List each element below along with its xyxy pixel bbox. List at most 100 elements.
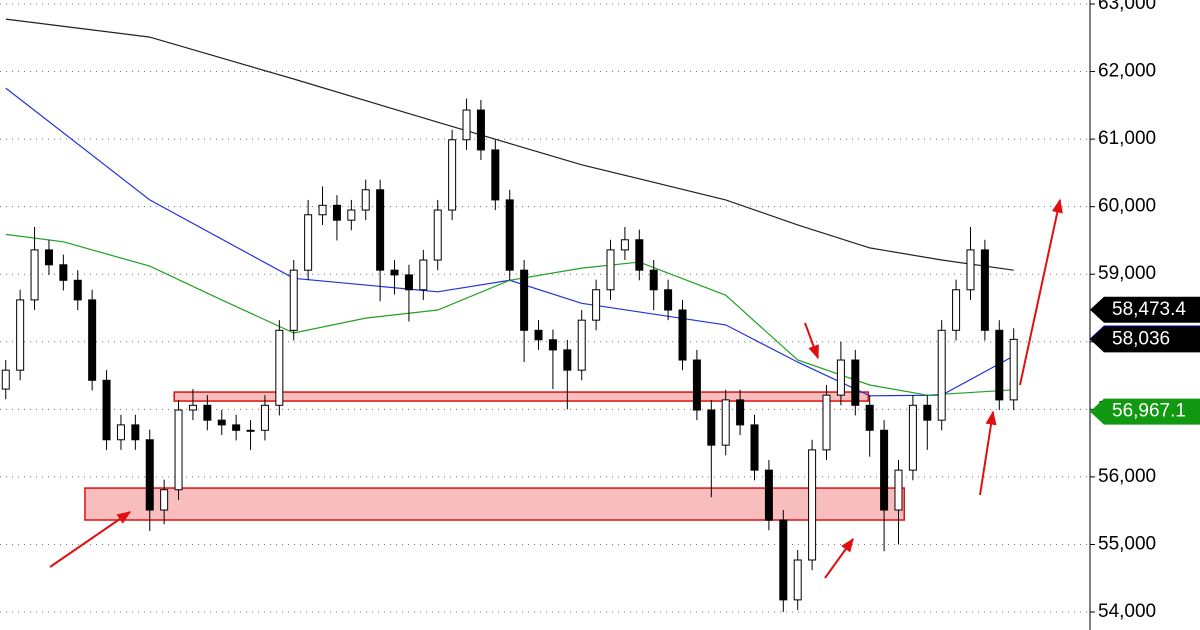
candle-body [332, 204, 341, 221]
candle-body [390, 269, 399, 276]
candle-body [30, 249, 39, 301]
candle-body [894, 469, 903, 511]
candle-body [304, 214, 313, 271]
arrow [824, 537, 854, 579]
candle-body [462, 109, 471, 141]
candle-body [736, 399, 745, 426]
candle-body [635, 239, 644, 271]
candle-body [188, 404, 197, 411]
y-tick-label: 60,000 [1098, 196, 1156, 217]
candle-body [980, 249, 989, 331]
candle-body [419, 259, 428, 291]
candle-body [908, 404, 917, 471]
grid [0, 3, 1090, 613]
candle-body [966, 249, 975, 291]
candle-body [73, 279, 82, 301]
candle-body [160, 489, 169, 511]
candle-body [102, 379, 111, 441]
candle-body [59, 264, 68, 281]
candle-body [606, 249, 615, 291]
candles [1, 98, 1018, 613]
candle-body [865, 404, 874, 431]
candle-body [923, 404, 932, 421]
price-tag-label: 58,036 [1112, 328, 1170, 349]
candle-body [1, 369, 10, 390]
price-tag [1090, 326, 1200, 353]
candle-body [520, 269, 529, 331]
candle-body [318, 204, 327, 216]
candle-body [952, 289, 961, 331]
candle-body [779, 519, 788, 601]
price-tag-label: 58,473.4 [1112, 299, 1186, 320]
candle-body [750, 424, 759, 471]
candle-body [937, 329, 946, 421]
candle-body [361, 189, 370, 211]
candle-body [664, 289, 673, 311]
annotation-arrows [49, 198, 1063, 579]
candle-body [707, 409, 716, 446]
candle-body [404, 274, 413, 291]
arrow [49, 511, 132, 568]
candle-body [131, 424, 140, 441]
candle-body [174, 409, 183, 491]
candle-body [880, 429, 889, 511]
y-tick-label: 62,000 [1098, 61, 1156, 82]
candle-body [822, 394, 831, 451]
candle-body [217, 419, 226, 426]
y-tick-label: 56,000 [1098, 466, 1156, 487]
candle-body [793, 559, 802, 601]
candle-body [44, 249, 53, 266]
price-tag [1090, 296, 1200, 323]
candle-body [16, 299, 25, 371]
candle-body [88, 299, 97, 381]
candle-body [145, 439, 154, 511]
candle-body [577, 319, 586, 371]
candle-body [448, 139, 457, 211]
arrow [804, 322, 819, 360]
moving-average-line [5, 87, 1014, 397]
candle-body [592, 289, 601, 321]
price-tag-label: 56,967.1 [1112, 401, 1186, 422]
candle-body [505, 199, 514, 271]
candle-body [289, 269, 298, 331]
candle-body [232, 424, 241, 431]
y-tick-label: 55,000 [1098, 533, 1156, 554]
candle-body [491, 149, 500, 201]
price-tag [1090, 398, 1200, 425]
candle-body [534, 329, 543, 341]
support-zone [173, 391, 870, 402]
candle-body [764, 469, 773, 521]
candle-body [275, 329, 284, 406]
candle-body [246, 429, 255, 432]
candle-body [808, 449, 817, 561]
candle-body [347, 209, 356, 221]
arrow [1019, 198, 1063, 386]
support-zone [84, 487, 906, 521]
candle-body [476, 109, 485, 151]
y-tick-label: 61,000 [1098, 128, 1156, 149]
y-tick-label: 63,000 [1098, 0, 1156, 14]
candle-body [203, 404, 212, 421]
candle-body [620, 239, 629, 251]
candle-body [851, 359, 860, 406]
candle-body [836, 359, 845, 396]
candle-body [995, 329, 1004, 401]
moving-average-line [5, 18, 1014, 271]
candle-body [563, 349, 572, 371]
candle-body [678, 309, 687, 361]
candle-body [721, 399, 730, 446]
candle-body [260, 404, 269, 431]
y-tick-label: 59,000 [1098, 263, 1156, 284]
candle-body [116, 424, 125, 441]
arrow [979, 410, 997, 496]
candle-body [376, 189, 385, 271]
candle-body [1009, 338, 1018, 401]
candle-body [649, 269, 658, 291]
y-tick-label: 54,000 [1098, 601, 1156, 622]
candle-body [692, 359, 701, 411]
candle-body [548, 339, 557, 351]
candle-body [433, 209, 442, 261]
